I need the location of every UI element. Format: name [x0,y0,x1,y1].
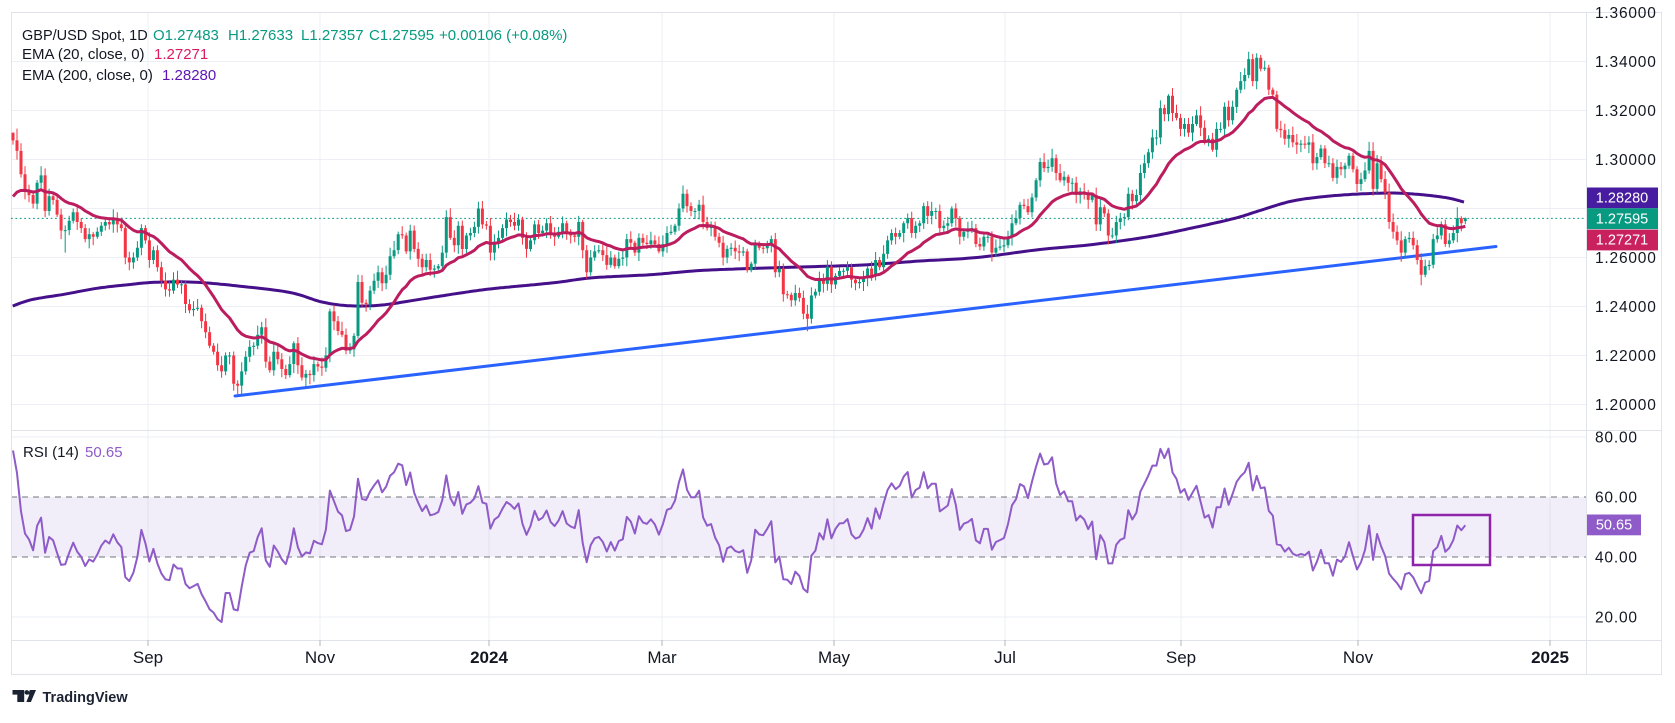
svg-text:EMA (200, close, 0): EMA (200, close, 0) [22,67,153,84]
svg-text:Nov: Nov [1343,648,1374,667]
svg-text:1.27595: 1.27595 [1596,211,1648,227]
svg-text:50.65: 50.65 [85,444,123,461]
svg-text:+0.00106 (+0.08%): +0.00106 (+0.08%) [439,27,567,44]
svg-text:EMA (20, close, 0): EMA (20, close, 0) [22,46,145,63]
svg-text:60.00: 60.00 [1595,490,1638,507]
svg-text:1.27271: 1.27271 [154,46,208,63]
svg-text:2024: 2024 [470,648,508,667]
svg-text:Nov: Nov [305,648,336,667]
svg-text:1.34000: 1.34000 [1595,54,1657,71]
svg-text:1.30000: 1.30000 [1595,152,1657,169]
svg-text:40.00: 40.00 [1595,550,1638,567]
svg-text:L1.27357: L1.27357 [301,27,364,44]
svg-text:1.32000: 1.32000 [1595,103,1657,120]
svg-text:50.65: 50.65 [1596,518,1632,534]
svg-text:1.24000: 1.24000 [1595,299,1657,316]
svg-text:1.36000: 1.36000 [1595,5,1657,22]
svg-text:1.28280: 1.28280 [1596,191,1648,207]
svg-text:2025: 2025 [1531,648,1569,667]
svg-text:C1.27595: C1.27595 [369,27,434,44]
svg-text:GBP/USD Spot, 1D: GBP/USD Spot, 1D [22,28,148,44]
svg-text:1.26000: 1.26000 [1595,250,1657,267]
svg-text:Jul: Jul [994,648,1016,667]
svg-text:May: May [818,648,851,667]
svg-text:Sep: Sep [1166,648,1196,667]
svg-text:TradingView: TradingView [43,690,129,706]
svg-text:H1.27633: H1.27633 [228,27,293,44]
svg-text:20.00: 20.00 [1595,610,1638,627]
svg-text:Sep: Sep [133,648,163,667]
svg-text:1.22000: 1.22000 [1595,348,1657,365]
svg-text:O1.27483: O1.27483 [153,27,219,44]
svg-text:RSI (14): RSI (14) [23,444,79,461]
svg-text:1.20000: 1.20000 [1595,397,1657,414]
svg-text:1.28280: 1.28280 [162,67,216,84]
svg-text:80.00: 80.00 [1595,430,1638,447]
svg-text:Mar: Mar [647,648,677,667]
svg-text:1.27271: 1.27271 [1596,233,1648,249]
